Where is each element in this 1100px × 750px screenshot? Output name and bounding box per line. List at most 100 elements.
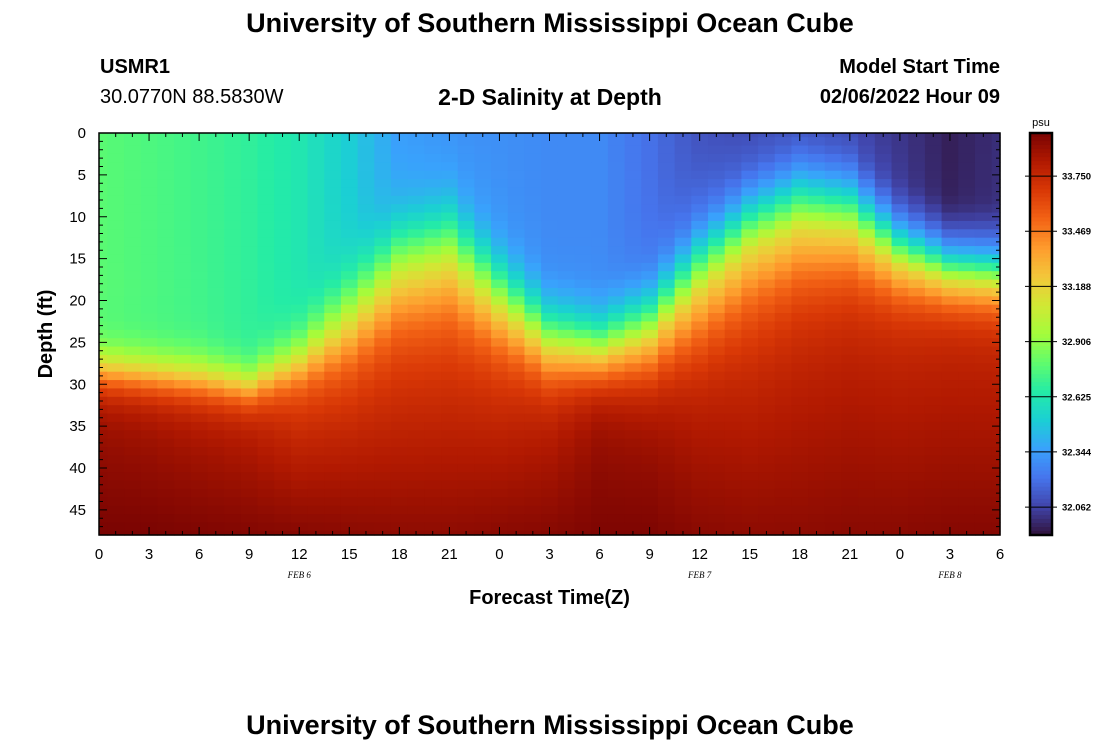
heatmap-cell xyxy=(340,430,359,440)
heatmap-cell xyxy=(507,447,526,457)
heatmap-cell xyxy=(507,254,526,264)
heatmap-cell xyxy=(974,346,993,356)
heatmap-cell xyxy=(824,497,843,507)
heatmap-cell xyxy=(657,204,676,214)
colorbar-segment xyxy=(1030,157,1052,162)
heatmap-cell xyxy=(107,388,125,398)
heatmap-cell xyxy=(741,195,759,205)
heatmap-cell xyxy=(140,145,158,155)
heatmap-cell xyxy=(641,137,659,147)
heatmap-cell xyxy=(591,380,609,390)
heatmap-cell xyxy=(307,463,325,473)
heatmap-cell xyxy=(491,497,509,507)
heatmap-cell xyxy=(808,162,826,172)
heatmap-cell xyxy=(908,179,926,189)
heatmap-cell xyxy=(958,279,976,289)
heatmap-cell xyxy=(174,413,192,423)
colorbar-segment xyxy=(1030,237,1052,243)
heatmap-cell xyxy=(524,187,542,197)
heatmap-cell xyxy=(624,396,642,406)
heatmap-cell xyxy=(674,388,692,398)
heatmap-cell xyxy=(157,321,175,331)
heatmap-cell xyxy=(357,396,375,406)
heatmap-cell xyxy=(224,229,242,239)
heatmap-cell xyxy=(908,380,926,390)
heatmap-cell xyxy=(824,321,843,331)
heatmap-cell xyxy=(174,388,192,398)
heatmap-cell xyxy=(224,488,242,498)
heatmap-cell xyxy=(891,405,909,415)
heatmap-cell xyxy=(124,195,142,205)
heatmap-cell xyxy=(374,480,392,490)
heatmap-cell xyxy=(140,246,158,256)
heatmap-cell xyxy=(124,463,142,473)
heatmap-cell xyxy=(974,430,993,440)
heatmap-cell xyxy=(657,287,676,297)
heatmap-cell xyxy=(624,388,642,398)
heatmap-cell xyxy=(274,170,292,180)
heatmap-cell xyxy=(624,363,642,373)
heatmap-cell xyxy=(374,220,392,230)
heatmap-cell xyxy=(708,522,726,532)
heatmap-cell xyxy=(357,304,375,314)
heatmap-cell xyxy=(741,338,759,348)
heatmap-cell xyxy=(357,438,375,448)
heatmap-cell xyxy=(240,287,259,297)
heatmap-cell xyxy=(157,438,175,448)
heatmap-cell xyxy=(99,522,108,532)
heatmap-cell xyxy=(390,170,409,180)
heatmap-cell xyxy=(441,505,459,515)
heatmap-cell xyxy=(390,220,409,230)
heatmap-cell xyxy=(491,472,509,482)
heatmap-cell xyxy=(124,421,142,431)
heatmap-cell xyxy=(791,405,809,415)
heatmap-cell xyxy=(424,329,442,339)
heatmap-cell xyxy=(691,187,709,197)
chart-subtitle: 2-D Salinity at Depth xyxy=(438,84,662,110)
heatmap-cell xyxy=(140,514,158,524)
heatmap-cell xyxy=(174,229,192,239)
heatmap-cell xyxy=(374,137,392,147)
heatmap-cell xyxy=(541,271,559,281)
heatmap-cell xyxy=(407,371,425,381)
heatmap-cell xyxy=(457,421,476,431)
heatmap-cell xyxy=(958,371,976,381)
heatmap-cell xyxy=(290,321,309,331)
heatmap-cell xyxy=(924,505,943,515)
heatmap-cell xyxy=(290,304,309,314)
heatmap-cell xyxy=(441,371,459,381)
heatmap-cell xyxy=(307,430,325,440)
heatmap-cell xyxy=(290,153,309,163)
heatmap-cell xyxy=(99,179,108,189)
heatmap-cell xyxy=(841,514,859,524)
heatmap-cell xyxy=(407,354,425,364)
heatmap-cell xyxy=(157,145,175,155)
heatmap-cell xyxy=(958,363,976,373)
heatmap-cell xyxy=(441,463,459,473)
heatmap-cell xyxy=(240,329,259,339)
heatmap-cell xyxy=(657,405,676,415)
heatmap-cell xyxy=(541,363,559,373)
heatmap-cell xyxy=(174,421,192,431)
heatmap-cell xyxy=(541,505,559,515)
heatmap-cell xyxy=(741,438,759,448)
heatmap-cell xyxy=(424,380,442,390)
colorbar-segment xyxy=(1030,442,1052,448)
heatmap-cell xyxy=(841,405,859,415)
heatmap-cell xyxy=(491,229,509,239)
heatmap-cell xyxy=(774,162,793,172)
heatmap-cell xyxy=(457,153,476,163)
heatmap-cell xyxy=(491,304,509,314)
heatmap-cell xyxy=(724,321,742,331)
heatmap-cell xyxy=(374,262,392,272)
heatmap-cell xyxy=(574,179,592,189)
heatmap-cell xyxy=(491,354,509,364)
heatmap-cell xyxy=(290,371,309,381)
heatmap-cell xyxy=(591,287,609,297)
heatmap-cell xyxy=(441,480,459,490)
heatmap-cell xyxy=(791,354,809,364)
heatmap-cell xyxy=(474,463,492,473)
heatmap-cell xyxy=(441,254,459,264)
heatmap-cell xyxy=(324,488,342,498)
